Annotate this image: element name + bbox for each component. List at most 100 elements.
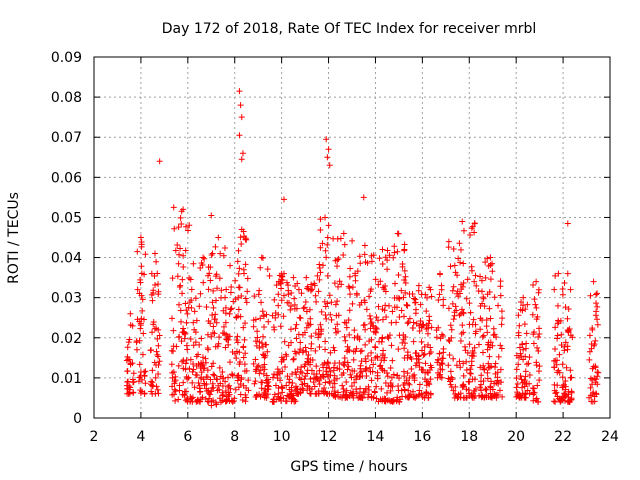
- data-point: [471, 220, 478, 227]
- data-point: [551, 286, 558, 293]
- data-point: [244, 288, 251, 295]
- data-point: [516, 344, 523, 351]
- data-point: [460, 383, 467, 390]
- data-point: [222, 310, 229, 317]
- data-point: [589, 376, 596, 383]
- data-point: [325, 222, 332, 229]
- data-point: [229, 371, 236, 378]
- data-point: [410, 319, 417, 326]
- data-point: [175, 301, 182, 308]
- data-point: [566, 398, 573, 405]
- data-point: [183, 342, 190, 349]
- data-point: [136, 374, 143, 381]
- data-point: [368, 349, 375, 356]
- y-tick-label: 0.03: [51, 291, 82, 307]
- data-point: [345, 283, 352, 290]
- data-point: [424, 294, 431, 301]
- data-point: [559, 291, 566, 298]
- data-point: [357, 348, 364, 355]
- data-point: [533, 278, 540, 285]
- data-point: [262, 341, 269, 348]
- data-point: [373, 325, 380, 332]
- data-point: [497, 342, 504, 349]
- data-point: [342, 337, 349, 344]
- data-point: [325, 146, 332, 153]
- data-point: [275, 302, 282, 309]
- data-point: [402, 280, 409, 287]
- data-point: [346, 273, 353, 280]
- data-point: [220, 252, 227, 259]
- data-point: [236, 349, 243, 356]
- data-point: [460, 329, 467, 336]
- data-point: [436, 270, 443, 277]
- data-point: [472, 330, 479, 337]
- data-point: [186, 222, 193, 229]
- data-point: [449, 376, 456, 383]
- data-point: [489, 342, 496, 349]
- data-point: [207, 391, 214, 398]
- data-point: [303, 308, 310, 315]
- data-point: [258, 340, 265, 347]
- data-point: [326, 162, 333, 169]
- data-point: [323, 371, 330, 378]
- data-point: [275, 390, 282, 397]
- data-point: [594, 290, 601, 297]
- data-point: [278, 297, 285, 304]
- data-point: [445, 244, 452, 251]
- data-point: [174, 273, 181, 280]
- data-point: [382, 282, 389, 289]
- data-point: [482, 274, 489, 281]
- data-point: [343, 387, 350, 394]
- data-point: [258, 385, 265, 392]
- data-point: [374, 372, 381, 379]
- data-point: [395, 271, 402, 278]
- data-point: [405, 387, 412, 394]
- data-point: [410, 394, 417, 401]
- y-tick-label: 0.08: [51, 90, 82, 106]
- data-point: [242, 391, 249, 398]
- data-point: [312, 292, 319, 299]
- data-point: [341, 354, 348, 361]
- data-point: [390, 254, 397, 261]
- data-point: [214, 387, 221, 394]
- data-point: [530, 389, 537, 396]
- data-point: [460, 360, 467, 367]
- data-point: [207, 376, 214, 383]
- data-point: [137, 325, 144, 332]
- data-point: [364, 394, 371, 401]
- data-point: [176, 387, 183, 394]
- data-point: [334, 298, 341, 305]
- data-point: [192, 329, 199, 336]
- data-point: [142, 380, 149, 387]
- data-point: [477, 384, 484, 391]
- data-point: [411, 295, 418, 302]
- data-point: [316, 276, 323, 283]
- data-point: [467, 366, 474, 373]
- data-point: [446, 352, 453, 359]
- data-point: [370, 361, 377, 368]
- data-point: [304, 285, 311, 292]
- data-point: [306, 306, 313, 313]
- data-point: [171, 225, 178, 232]
- data-point: [235, 284, 242, 291]
- data-point: [289, 379, 296, 386]
- data-point: [181, 335, 188, 342]
- data-point: [190, 319, 197, 326]
- data-point: [381, 367, 388, 374]
- data-point: [216, 334, 223, 341]
- data-point: [272, 382, 279, 389]
- data-point: [320, 388, 327, 395]
- data-point: [324, 154, 331, 161]
- data-point: [140, 330, 147, 337]
- data-point: [494, 374, 501, 381]
- data-point: [561, 343, 568, 350]
- data-point: [352, 277, 359, 284]
- x-tick-label: 6: [183, 429, 192, 445]
- data-point: [357, 260, 364, 267]
- data-point: [564, 346, 571, 353]
- data-point: [203, 385, 210, 392]
- data-point: [434, 359, 441, 366]
- data-point: [306, 385, 313, 392]
- data-point: [522, 373, 529, 380]
- data-point: [331, 380, 338, 387]
